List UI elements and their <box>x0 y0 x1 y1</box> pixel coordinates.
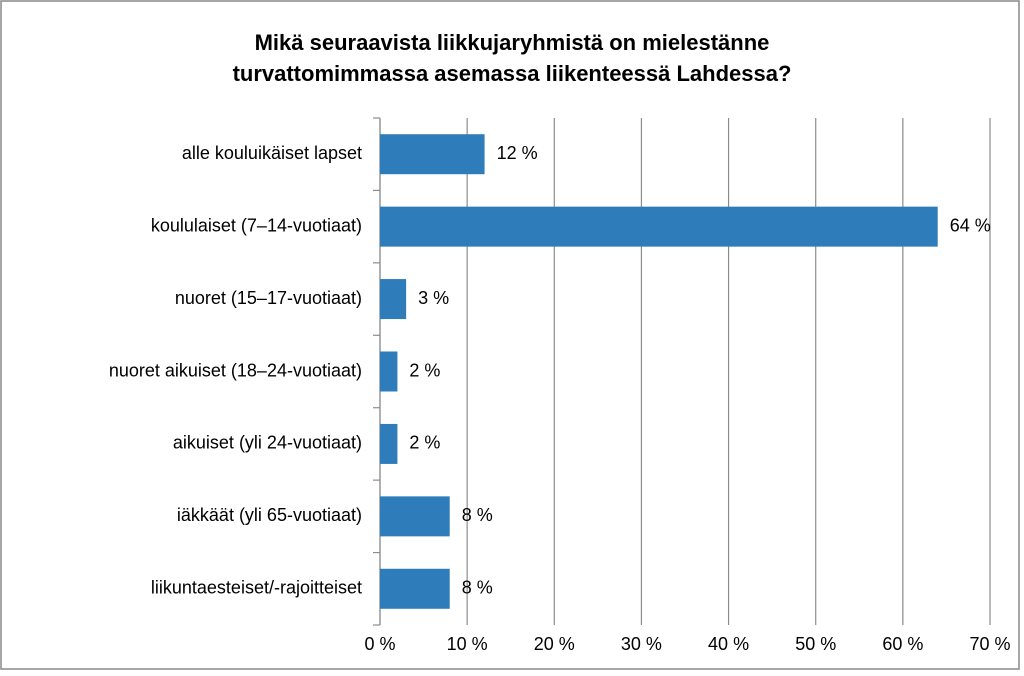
y-tick-label: iäkkäät (yli 65-vuotiaat) <box>177 505 362 525</box>
data-label: 64 % <box>950 215 991 235</box>
data-label: 8 % <box>462 505 493 525</box>
y-tick-label: aikuiset (yli 24-vuotiaat) <box>173 433 362 453</box>
x-tick-label: 40 % <box>708 634 749 654</box>
data-label: 12 % <box>497 143 538 163</box>
x-tick-label: 60 % <box>882 634 923 654</box>
data-label: 3 % <box>418 288 449 308</box>
y-tick-label: alle kouluikäiset lapset <box>182 143 362 163</box>
bar <box>380 134 485 175</box>
y-tick-label: koululaiset (7–14-vuotiaat) <box>151 215 362 235</box>
data-label: 2 % <box>409 433 440 453</box>
bar <box>380 496 450 537</box>
x-tick-label: 20 % <box>534 634 575 654</box>
bar <box>380 279 407 320</box>
bar <box>380 351 398 392</box>
x-tick-label: 0 % <box>364 634 395 654</box>
x-tick-label: 10 % <box>447 634 488 654</box>
chart-title: turvattomimmassa asemassa liikenteessä L… <box>233 61 792 86</box>
chart-title: Mikä seuraavista liikkujaryhmistä on mie… <box>255 30 770 55</box>
x-tick-label: 50 % <box>795 634 836 654</box>
data-label: 8 % <box>462 578 493 598</box>
y-tick-label: liikuntaesteiset/-rajoitteiset <box>151 578 362 598</box>
y-tick-label: nuoret aikuiset (18–24-vuotiaat) <box>109 360 362 380</box>
bar <box>380 206 938 247</box>
data-label: 2 % <box>409 360 440 380</box>
y-tick-label: nuoret (15–17-vuotiaat) <box>175 288 362 308</box>
x-tick-label: 70 % <box>969 634 1010 654</box>
bar <box>380 423 398 464</box>
bar <box>380 568 450 609</box>
x-tick-label: 30 % <box>621 634 662 654</box>
